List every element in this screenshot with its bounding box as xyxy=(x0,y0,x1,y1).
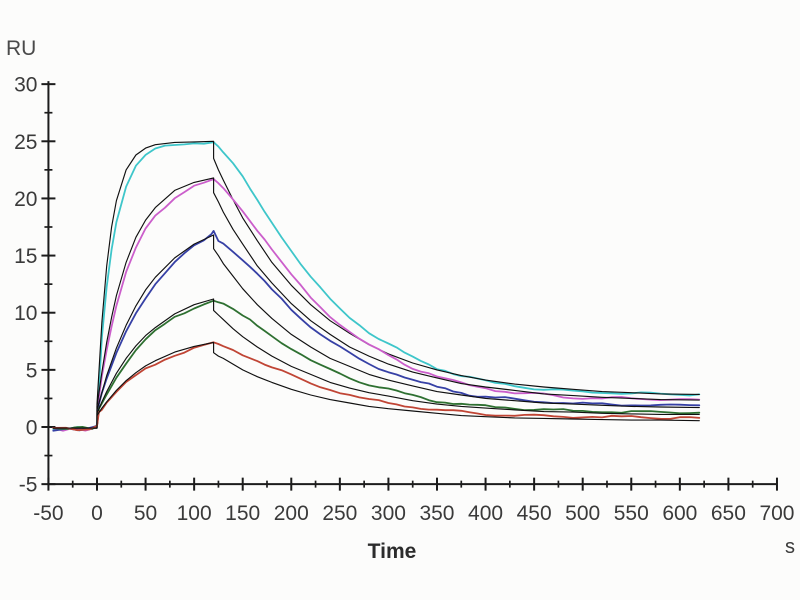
x-axis-tick-label: 200 xyxy=(274,502,309,525)
y-axis-tick-label: 15 xyxy=(14,245,37,268)
x-axis-tick-label: 400 xyxy=(468,502,503,525)
series-curve-3-data-curve xyxy=(52,230,701,432)
series-curve-2-data-curve xyxy=(52,178,701,432)
series-curve-4-fit-curve xyxy=(52,298,700,429)
y-axis-tick-label: 10 xyxy=(14,302,37,325)
series-curve-2-fit-curve xyxy=(52,177,700,429)
x-axis-tick-label: 550 xyxy=(614,502,649,525)
x-axis-tick-label: 250 xyxy=(322,502,357,525)
x-axis-tick-label: 650 xyxy=(711,502,746,525)
y-axis-tick-label: 5 xyxy=(26,359,38,382)
x-axis-tick-label: -50 xyxy=(33,502,63,525)
series-curve-5-lowest-fit-curve xyxy=(52,341,700,429)
y-axis-tick-label: 0 xyxy=(26,417,38,440)
x-axis-tick-label: 350 xyxy=(419,502,454,525)
x-axis-tick-label: 450 xyxy=(517,502,552,525)
x-axis-unit-label: s xyxy=(785,536,795,558)
x-axis-tick-label: 0 xyxy=(91,502,103,525)
series-curve-3-fit-curve xyxy=(52,234,700,429)
x-axis-tick-label: 700 xyxy=(759,502,794,525)
x-axis-tick-label: 50 xyxy=(134,502,157,525)
y-axis-tick-label: 20 xyxy=(14,188,37,211)
y-axis-tick-label: -5 xyxy=(19,474,38,497)
x-axis-tick-label: 600 xyxy=(662,502,697,525)
series-curve-1-highest-fit-curve xyxy=(52,140,700,429)
y-axis-tick-label: 30 xyxy=(14,74,37,97)
x-axis-title: Time xyxy=(368,540,417,563)
curves-layer xyxy=(52,140,701,432)
series-curve-5-lowest-data-curve xyxy=(52,341,701,432)
y-axis-tick-label: 25 xyxy=(14,131,37,154)
y-axis-unit-label: RU xyxy=(6,37,36,60)
x-axis-tick-label: 100 xyxy=(177,502,212,525)
x-axis-tick-label: 150 xyxy=(225,502,260,525)
x-axis-tick-label: 300 xyxy=(371,502,406,525)
series-curve-4-data-curve xyxy=(52,299,701,430)
series-curve-1-highest-data-curve xyxy=(52,141,701,431)
x-axis-tick-label: 500 xyxy=(565,502,600,525)
